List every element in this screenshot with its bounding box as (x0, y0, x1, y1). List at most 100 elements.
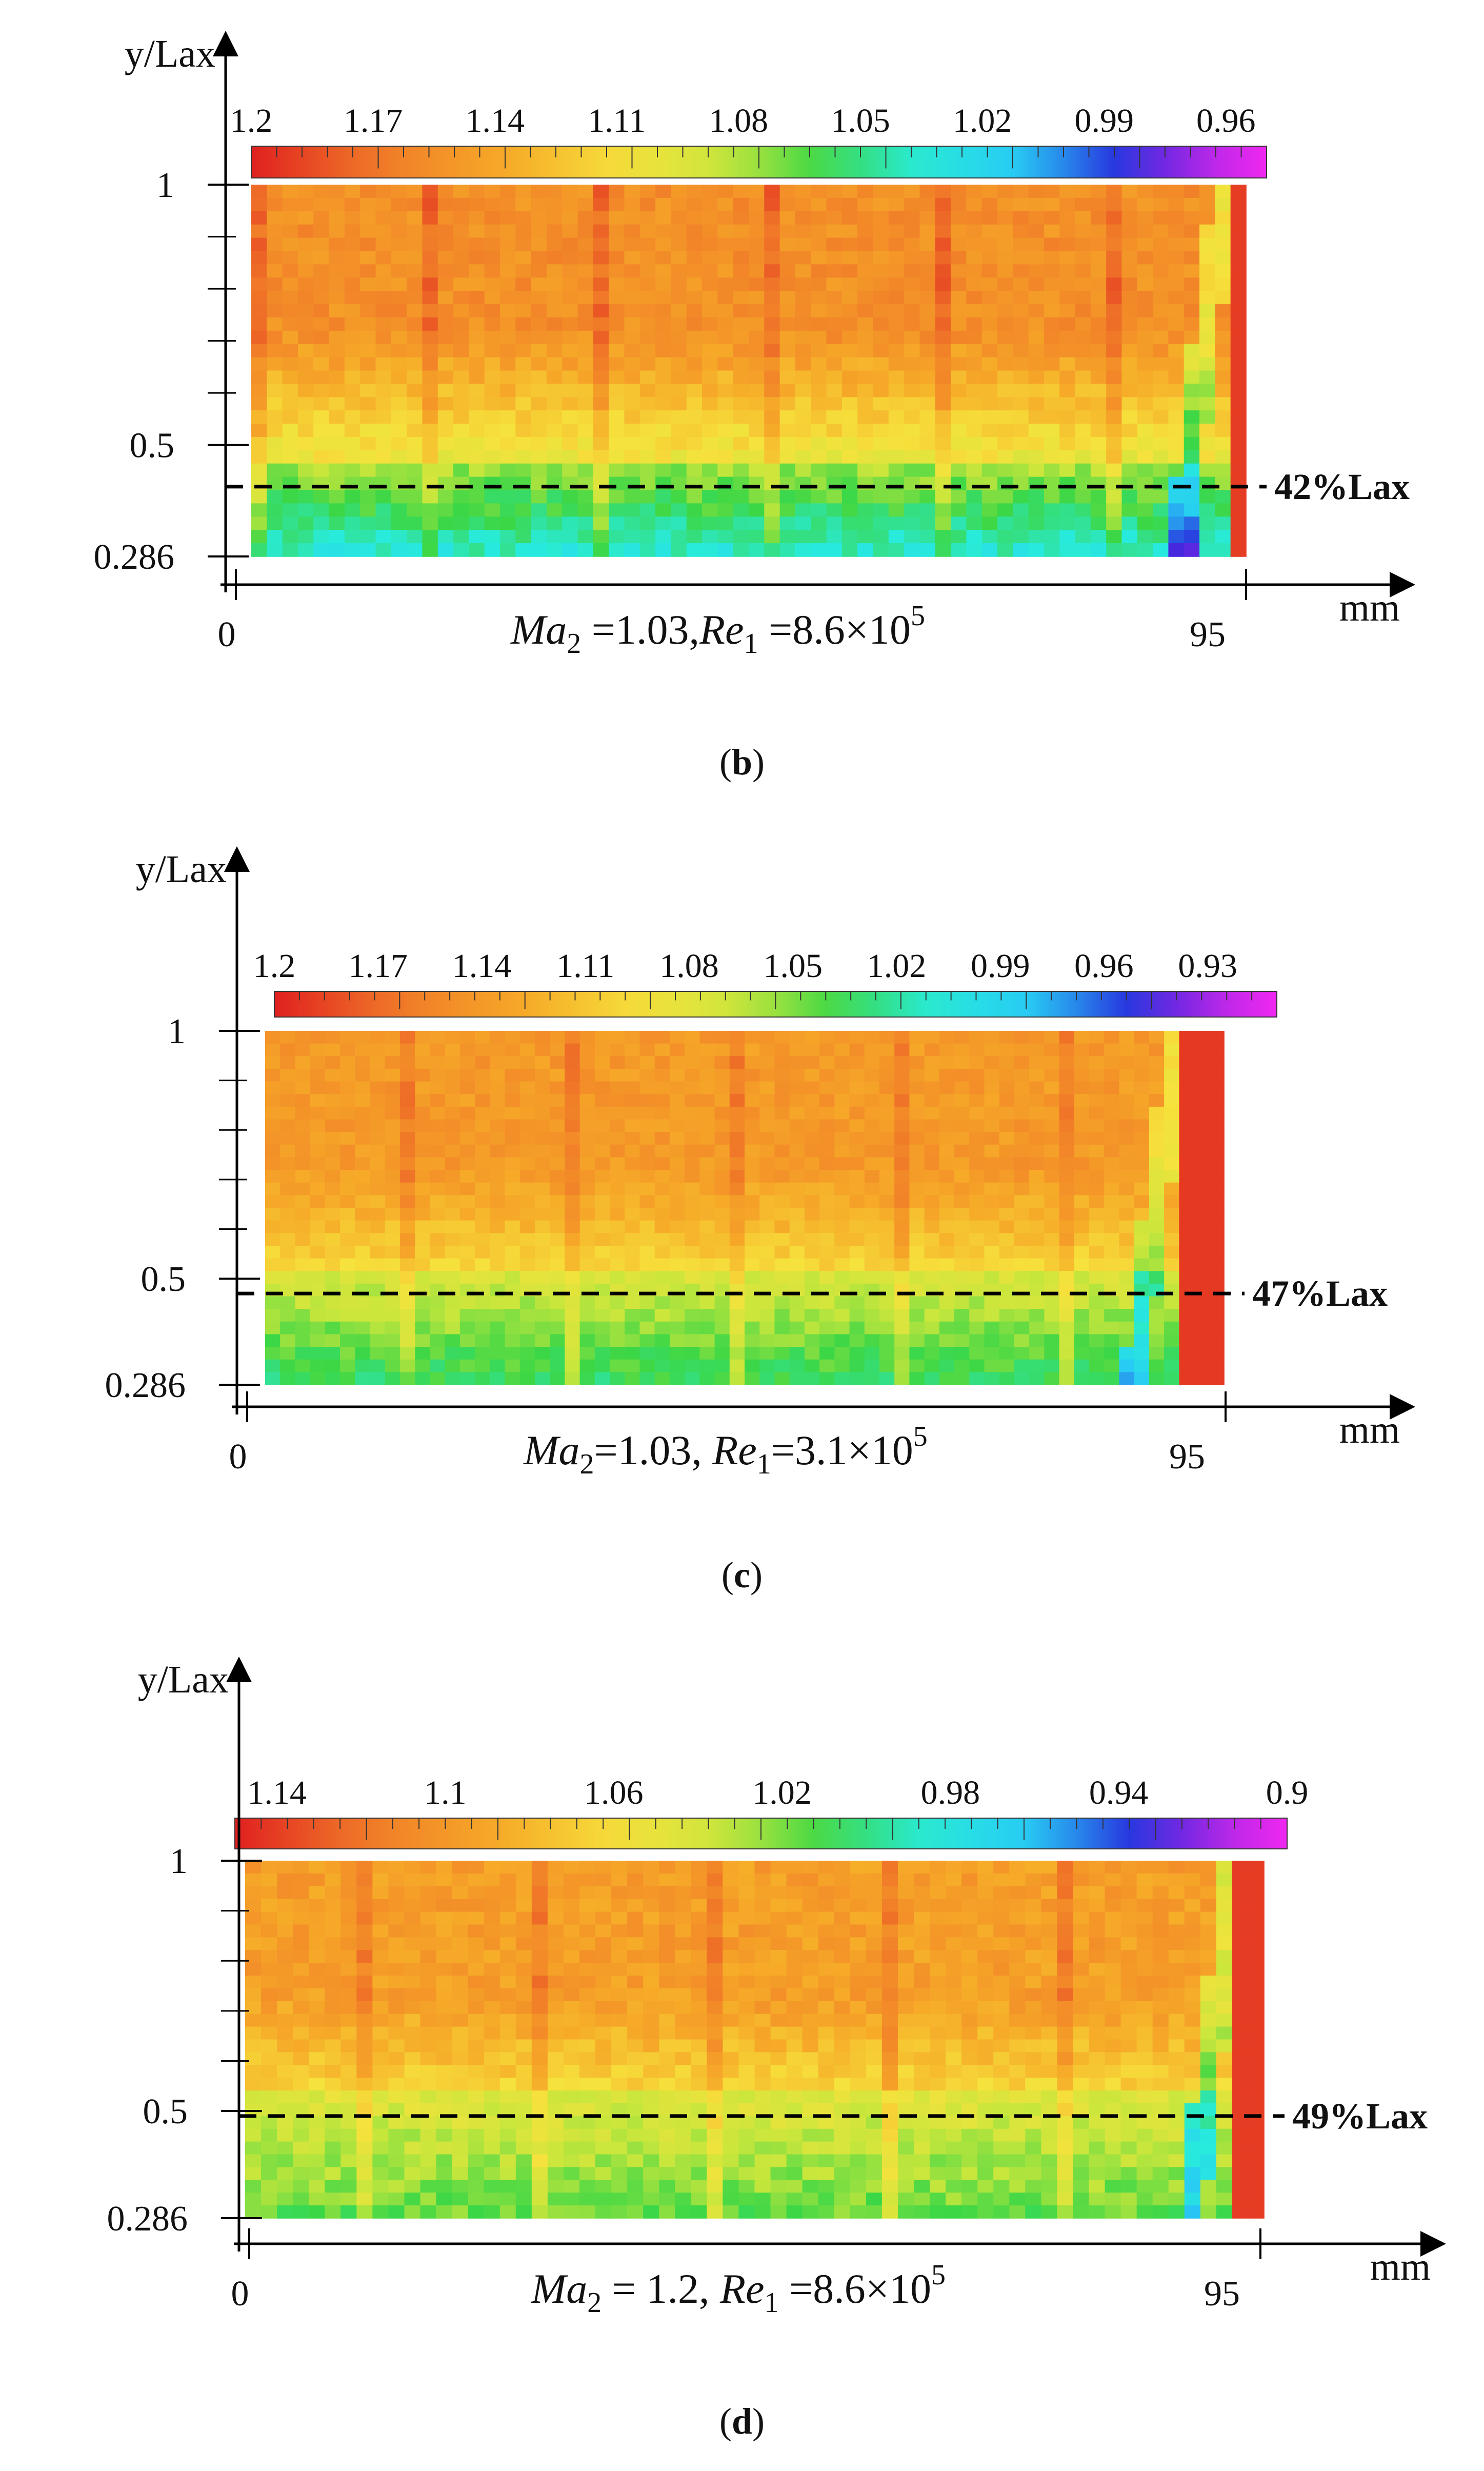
heatmap-cell (873, 317, 889, 331)
heatmap-cell (404, 2052, 421, 2066)
heatmap-cell (873, 436, 889, 451)
heatmap-cell (669, 1043, 685, 1057)
heatmap-cell (356, 1886, 373, 1900)
heatmap-cell (1168, 1988, 1185, 2002)
heatmap-cell (295, 1031, 311, 1044)
heatmap-cell (749, 357, 765, 371)
heatmap-cell (802, 1924, 819, 1938)
heatmap-cell (864, 1043, 880, 1057)
heatmap-cell (1209, 1208, 1225, 1221)
heatmap-cell (310, 1094, 326, 1107)
heatmap-cell (924, 1271, 940, 1284)
heatmap-cell (372, 2090, 389, 2104)
heatmap-cell (422, 264, 438, 278)
heatmap-cell (550, 1094, 566, 1107)
heatmap-cell (1013, 490, 1029, 504)
heatmap-cell (786, 1873, 803, 1887)
heatmap-cell (774, 1144, 790, 1158)
heatmap-cell (939, 1132, 955, 1145)
heatmap-cell (515, 516, 532, 531)
heatmap-cell (671, 463, 687, 477)
heatmap-cell (1194, 1182, 1210, 1196)
heatmap-cell (707, 1963, 724, 1976)
heatmap-cell (691, 1861, 708, 1874)
heatmap-cell (245, 1976, 262, 1989)
heatmap-cell (245, 2026, 262, 2040)
heatmap-cell (562, 264, 578, 278)
heatmap-cell (717, 304, 734, 318)
heatmap-cell (579, 1359, 595, 1373)
heatmap-cell (1184, 237, 1200, 252)
heatmap-cell (420, 1886, 437, 1900)
heatmap-cell (789, 1182, 805, 1196)
heatmap-cell (500, 436, 516, 451)
heatmap-cell (811, 197, 827, 212)
heatmap-cell (610, 1334, 626, 1347)
heatmap-cell (699, 1321, 715, 1335)
heatmap-cell (969, 1347, 985, 1360)
heatmap-cell (1200, 1937, 1217, 1951)
heatmap-cell (879, 1233, 895, 1246)
heatmap-cell (500, 463, 516, 477)
heatmap-cell (749, 436, 765, 451)
heatmap-cell (770, 1899, 787, 1912)
heatmap-cell (391, 397, 407, 411)
heatmap-cell (819, 1233, 835, 1246)
heatmap-cell (519, 1031, 535, 1044)
heatmap-cell (1028, 503, 1045, 517)
heatmap-cell (609, 185, 625, 198)
heatmap-cell (1044, 237, 1060, 252)
heatmap-cell (313, 543, 330, 557)
heatmap-cell (819, 1056, 835, 1069)
heatmap-cell (826, 424, 843, 437)
heatmap-cell (1168, 410, 1185, 424)
heatmap-cell (245, 1988, 262, 2002)
heatmap-cell (245, 2039, 262, 2053)
heatmap-cell (654, 1283, 670, 1297)
heatmap-cell (251, 503, 268, 517)
heatmap-cell (310, 1081, 326, 1095)
heatmap-cell (849, 1334, 865, 1347)
heatmap-cell (531, 1988, 548, 2002)
heatmap-cell (1168, 1899, 1185, 1912)
heatmap-cell (1014, 1056, 1030, 1069)
heatmap-cell (484, 2026, 500, 2040)
heatmap-cell (954, 1182, 970, 1196)
heatmap-cell (935, 410, 951, 424)
heatmap-cell (370, 1372, 386, 1385)
heatmap-cell (1089, 1182, 1105, 1196)
heatmap-cell (714, 1359, 730, 1373)
heatmap-cell (1216, 2039, 1233, 2053)
heatmap-cell (1057, 1899, 1074, 1912)
heatmap-cell (759, 1043, 775, 1057)
heatmap-cell (420, 1873, 437, 1887)
heatmap-cell (795, 463, 812, 477)
heatmap-cell (610, 1296, 626, 1309)
heatmap-cell (1137, 264, 1153, 278)
heatmap-cell (453, 291, 470, 305)
heatmap-cell (671, 424, 687, 437)
heatmap-cell (577, 397, 594, 411)
heatmap-cell (904, 304, 920, 318)
heatmap-cell (452, 1861, 469, 1874)
heatmap-cell (625, 1043, 640, 1057)
heatmap-cell (437, 410, 454, 424)
heatmap-cell (702, 530, 718, 544)
heatmap-cell (624, 436, 640, 451)
heatmap-cell (468, 2078, 485, 2091)
heatmap-cell (789, 1245, 805, 1259)
heatmap-cell (774, 1296, 790, 1309)
heatmap-cell (385, 1068, 400, 1082)
heatmap-cell (909, 1195, 925, 1208)
heatmap-cell (1194, 1056, 1210, 1069)
heatmap-cell (1137, 251, 1153, 265)
heatmap-cell (420, 1937, 437, 1951)
heatmap-cell (1075, 463, 1091, 477)
heatmap-cell (490, 1106, 506, 1120)
heatmap-cell (866, 2001, 883, 2015)
heatmap-cell (1044, 1195, 1060, 1208)
heatmap-cell (909, 1119, 925, 1132)
heatmap-cell (531, 384, 547, 398)
heatmap-cell (484, 397, 500, 411)
heatmap-cell (610, 1233, 626, 1246)
